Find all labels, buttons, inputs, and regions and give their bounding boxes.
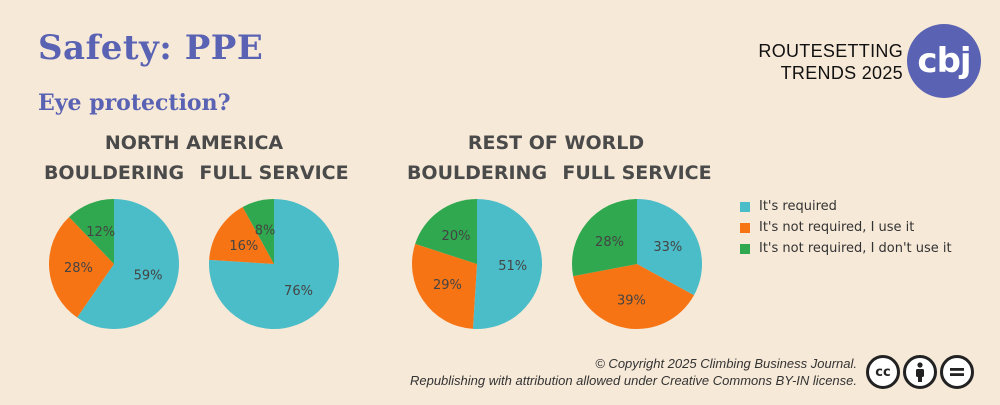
data-label-row-bouldering-not-required-dont-use: 20% bbox=[442, 229, 471, 244]
pie-slice-row-bouldering-not-required-use bbox=[411, 243, 477, 329]
legend-swatch-not-required-dont-use bbox=[740, 243, 750, 254]
brand-line-1: ROUTESETTING bbox=[758, 41, 903, 61]
legend: It's required It's not required, I use i… bbox=[740, 196, 952, 259]
pie-slice-row-bouldering-not-required-dont-use bbox=[415, 199, 477, 264]
data-label-na-bouldering-required: 59% bbox=[134, 269, 163, 284]
legend-swatch-required bbox=[740, 201, 750, 212]
legend-swatch-not-required-use bbox=[740, 222, 750, 233]
no-derivatives-icon bbox=[940, 355, 974, 389]
chart-title-na-bouldering: BOULDERING bbox=[43, 162, 185, 184]
data-label-na-bouldering-not-required-use: 28% bbox=[64, 261, 93, 276]
legend-item-not-required-dont-use: It's not required, I don't use it bbox=[740, 238, 952, 259]
pie-slice-na-full-service-not-required-use bbox=[209, 207, 274, 264]
region-label-rest-of-world: REST OF WORLD bbox=[467, 132, 645, 154]
data-label-na-bouldering-not-required-dont-use: 12% bbox=[86, 225, 115, 240]
legend-label-not-required-use: It's not required, I use it bbox=[759, 220, 915, 235]
pie-slice-row-full-service-required bbox=[637, 199, 702, 296]
page-title: Safety: PPE bbox=[38, 28, 264, 68]
license-icons: cc bbox=[866, 355, 974, 389]
chart-title-row-full-service: FULL SERVICE bbox=[562, 162, 712, 184]
creative-commons-icon: cc bbox=[866, 355, 900, 389]
chart-title-row-bouldering: BOULDERING bbox=[406, 162, 548, 184]
data-label-row-bouldering-not-required-use: 29% bbox=[433, 278, 462, 293]
pie-slice-na-full-service-required bbox=[209, 199, 340, 329]
legend-item-not-required-use: It's not required, I use it bbox=[740, 217, 952, 238]
copyright-line-1: © Copyright 2025 Climbing Business Journ… bbox=[595, 356, 857, 371]
brand-line-2: TRENDS 2025 bbox=[780, 63, 903, 83]
data-label-row-full-service-required: 33% bbox=[653, 240, 682, 255]
region-label-north-america: NORTH AMERICA bbox=[104, 132, 284, 154]
data-label-row-full-service-not-required-dont-use: 28% bbox=[595, 235, 624, 250]
pie-slice-row-bouldering-required bbox=[472, 198, 543, 329]
copyright-notice: © Copyright 2025 Climbing Business Journ… bbox=[410, 355, 857, 389]
data-label-row-bouldering-required: 51% bbox=[498, 259, 527, 274]
cbj-logo: cbj bbox=[907, 24, 981, 98]
page-subtitle: Eye protection? bbox=[38, 90, 231, 116]
data-label-na-full-service-required: 76% bbox=[284, 284, 313, 299]
pie-slice-na-full-service-not-required-dont-use bbox=[242, 199, 274, 264]
copyright-line-2: Republishing with attribution allowed un… bbox=[409, 373, 857, 388]
attribution-icon bbox=[903, 355, 937, 389]
legend-item-required: It's required bbox=[740, 196, 952, 217]
pie-slice-row-full-service-not-required-dont-use bbox=[571, 199, 637, 277]
brand-text: ROUTESETTING TRENDS 2025 bbox=[758, 40, 903, 84]
chart-title-na-full-service: FULL SERVICE bbox=[199, 162, 349, 184]
data-label-na-full-service-not-required-dont-use: 8% bbox=[255, 223, 276, 238]
pie-slice-na-bouldering-not-required-dont-use bbox=[69, 198, 114, 264]
data-label-row-full-service-not-required-use: 39% bbox=[617, 293, 646, 308]
legend-label-required: It's required bbox=[759, 199, 837, 214]
pie-slice-row-full-service-not-required-use bbox=[573, 264, 694, 329]
data-label-na-full-service-not-required-use: 16% bbox=[229, 239, 258, 254]
legend-label-not-required-dont-use: It's not required, I don't use it bbox=[759, 241, 952, 256]
pie-slice-na-bouldering-required bbox=[77, 199, 179, 329]
pie-slice-na-bouldering-not-required-use bbox=[48, 216, 114, 318]
